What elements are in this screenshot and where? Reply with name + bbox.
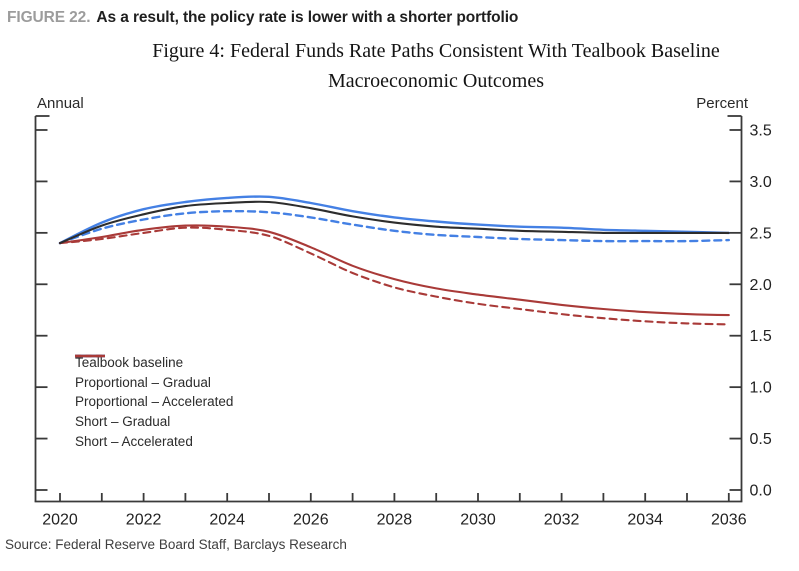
x-axis-unit-label: Annual — [37, 95, 84, 112]
chart-title-line1: Figure 4: Federal Funds Rate Paths Consi… — [152, 40, 720, 62]
y-axis-unit-label: Percent — [696, 95, 748, 112]
series-line-short-accelerated — [58, 226, 730, 326]
chart-legend: Tealbook baseline Proportional – Gradual P… — [75, 353, 233, 451]
y-tick-label: 2.5 — [750, 225, 772, 242]
legend-item: Proportional – Accelerated — [75, 354, 234, 412]
x-tick-label: 2026 — [293, 512, 329, 529]
series-line-short-gradual — [58, 224, 730, 317]
legend-label: Short – Gradual — [75, 414, 171, 430]
y-tick-label: 3.0 — [750, 174, 772, 191]
legend-item: Short – Gradual — [75, 354, 233, 432]
y-tick-label: 0.5 — [750, 431, 772, 448]
x-tick-label: 2034 — [627, 512, 663, 529]
series-line-proportional-accelerated — [58, 209, 730, 245]
figure-header: FIGURE 22. As a result, the policy rate i… — [7, 9, 518, 27]
x-tick-label: 2032 — [544, 512, 580, 529]
legend-label: Proportional – Gradual — [75, 374, 211, 390]
x-tick-label: 2024 — [209, 512, 245, 529]
source-note: Source: Federal Reserve Board Staff, Bar… — [5, 537, 347, 552]
series-line-tealbook-baseline — [58, 200, 730, 245]
legend-line-swatch — [75, 354, 105, 358]
y-tick-label: 1.0 — [750, 380, 772, 397]
legend-item: Short – Accelerated — [75, 354, 233, 451]
x-tick-label: 2036 — [711, 512, 747, 529]
series-line-proportional-gradual — [58, 195, 730, 245]
x-tick-label: 2028 — [377, 512, 413, 529]
y-tick-label: 0.0 — [750, 483, 772, 500]
figure-headline: As a result, the policy rate is lower wi… — [96, 9, 519, 26]
legend-label: Tealbook baseline — [75, 355, 184, 371]
y-tick-label: 2.0 — [750, 277, 772, 294]
legend-item: Proportional – Gradual — [75, 354, 233, 393]
legend-label: Short – Accelerated — [75, 433, 193, 449]
x-tick-label: 2030 — [460, 512, 496, 529]
x-tick-label: 2022 — [126, 512, 162, 529]
x-tick-label: 2020 — [42, 512, 78, 529]
y-tick-label: 1.5 — [750, 328, 772, 345]
legend-label: Proportional – Accelerated — [75, 394, 234, 410]
y-tick-label: 3.5 — [750, 122, 772, 139]
chart-title-line2: Macroeconomic Outcomes — [327, 70, 545, 92]
chart-title: Figure 4: Federal Funds Rate Paths Consi… — [75, 36, 797, 96]
figure-number-label: FIGURE 22. — [7, 9, 91, 26]
